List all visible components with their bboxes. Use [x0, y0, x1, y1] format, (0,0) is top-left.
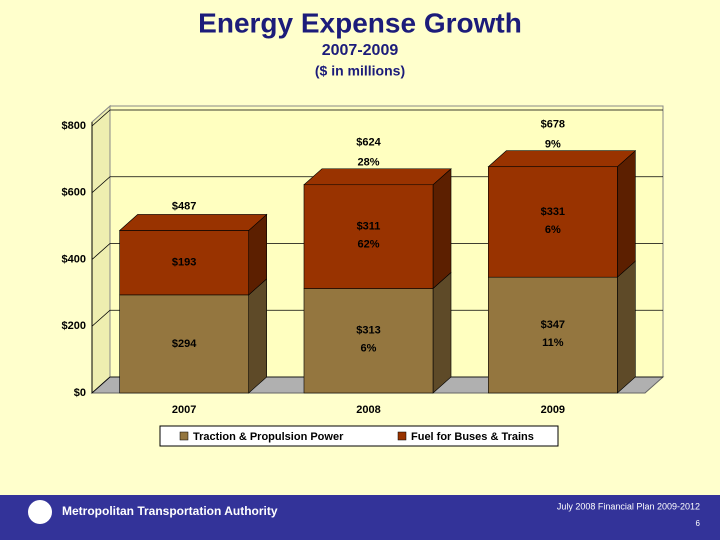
- growth-label: 11%: [542, 337, 564, 349]
- bar-side: [432, 168, 452, 290]
- footer-plan: July 2008 Financial Plan 2009-2012: [557, 501, 700, 511]
- bar: [119, 294, 249, 394]
- bar: [119, 230, 249, 296]
- y-tick-label: $600: [62, 187, 86, 199]
- x-tick-label: 2007: [172, 404, 196, 416]
- growth-label: 6%: [545, 224, 561, 236]
- chart-title: Energy Expense Growth: [198, 7, 522, 38]
- bar-side: [432, 271, 452, 394]
- footer-bar: [0, 495, 720, 540]
- bar-top: [487, 150, 637, 168]
- unit-note: ($ in millions): [315, 63, 405, 79]
- bar-top: [118, 214, 268, 231]
- total-growth-label: 28%: [357, 157, 379, 169]
- data-label: $313: [356, 325, 380, 337]
- total-growth-label: 9%: [545, 139, 561, 151]
- y-tick-label: $0: [74, 387, 86, 399]
- legend-label: Fuel for Buses & Trains: [411, 431, 534, 443]
- grid-line: [91, 309, 663, 327]
- data-label: $331: [541, 206, 565, 218]
- legend-swatch: [179, 431, 189, 441]
- legend-swatch: [397, 431, 407, 441]
- data-label: $347: [541, 319, 565, 331]
- bar-side: [617, 260, 636, 394]
- page-number: 6: [696, 519, 701, 528]
- legend-box: [159, 425, 559, 447]
- bar-side: [617, 150, 636, 278]
- logo: [28, 500, 52, 524]
- chart-subtitle: 2007-2009: [322, 42, 399, 59]
- x-tick-label: 2009: [541, 404, 565, 416]
- data-label: $193: [172, 257, 196, 269]
- data-label: $294: [172, 338, 197, 350]
- bar: [303, 288, 434, 394]
- data-label: $311: [357, 221, 381, 233]
- legend-label: Traction & Propulsion Power: [193, 431, 344, 443]
- bar-top: [303, 168, 452, 186]
- total-label: $678: [541, 119, 565, 131]
- total-label: $487: [172, 200, 196, 212]
- growth-label: 62%: [357, 239, 379, 251]
- grid-line: [91, 243, 663, 260]
- side-wall: [91, 104, 111, 395]
- growth-label: 6%: [361, 343, 377, 355]
- grid-line: [91, 376, 663, 394]
- x-tick-label: 2008: [356, 404, 380, 416]
- grid-line: [91, 109, 663, 127]
- plot: $0 $200 $400 $600 $800 2007 $294 $193 $487 2008 $3…: [62, 104, 665, 447]
- total-label: $624: [356, 137, 381, 149]
- y-tick-label: $400: [62, 253, 86, 265]
- bar: [303, 184, 434, 289]
- grid-line: [91, 176, 663, 194]
- footer-org: Metropolitan Transportation Authority: [62, 504, 278, 518]
- bar-side: [248, 278, 267, 394]
- y-tick-label: $200: [62, 320, 86, 332]
- bar: [488, 276, 618, 394]
- bar: [488, 166, 618, 278]
- y-tick-label: $800: [62, 120, 86, 132]
